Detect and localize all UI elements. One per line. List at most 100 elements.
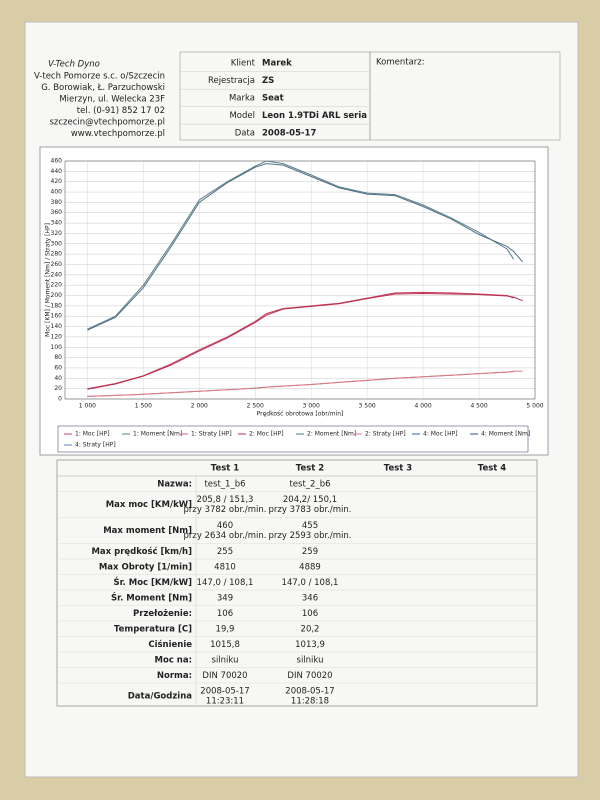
company-line: Mierzyn, ul. Welecka 23F	[59, 95, 165, 105]
cell-text: silniku	[297, 655, 324, 665]
row-label: Max prędkość [km/h]	[91, 546, 192, 557]
cell-text: 346	[302, 593, 318, 603]
cell-text: 460	[217, 521, 233, 531]
row-label: Ciśnienie	[148, 639, 192, 650]
company-line: G. Borowiak, Ł. Parzuchowski	[41, 83, 165, 93]
cell-text: 1013,9	[295, 640, 325, 650]
y-tick-label: 180	[51, 302, 63, 309]
x-tick-label: 4 000	[415, 403, 432, 410]
column-header: Test 1	[211, 464, 240, 474]
x-tick-label: 2 500	[247, 403, 264, 410]
row-label: Nazwa:	[157, 479, 192, 489]
y-tick-label: 140	[51, 323, 63, 330]
y-tick-label: 460	[51, 158, 63, 165]
cell-text: DIN 70020	[202, 671, 247, 681]
comment-box	[369, 51, 561, 141]
table-frame	[56, 459, 538, 707]
y-tick-label: 280	[51, 251, 63, 258]
row-label: Przełożenie:	[133, 609, 192, 619]
company-title: V-Tech Dyno	[48, 60, 100, 70]
cell-text: 106	[302, 609, 318, 619]
cell-text: 204,2/ 150,1	[283, 495, 337, 505]
plot-area	[64, 160, 536, 400]
legend-label: 4: Straty [HP]	[75, 442, 116, 449]
field-label: Data	[235, 129, 255, 139]
legend-label: 1: Straty [HP]	[191, 431, 232, 438]
y-tick-label: 100	[51, 344, 63, 351]
y-tick-label: 20	[54, 385, 62, 392]
x-tick-label: 3 000	[303, 403, 320, 410]
field-value: 2008-05-17	[262, 129, 316, 139]
cell-text: 11:23:11	[206, 697, 244, 707]
cell-text: przy 3783 obr./min.	[268, 505, 351, 515]
y-tick-label: 40	[54, 375, 62, 382]
row-label: Max moc [KM/kW]	[106, 500, 192, 510]
field-value: ZS	[262, 76, 274, 86]
cell-text: 349	[217, 593, 233, 603]
cell-text: 205,8 / 151,3	[197, 495, 254, 505]
x-tick-label: 1 000	[79, 403, 96, 410]
cell-text: przy 2634 obr./min.	[183, 531, 266, 541]
cell-text: 2008-05-17	[285, 687, 334, 697]
y-tick-label: 420	[51, 178, 63, 185]
row-label: Max Obroty [1/min]	[99, 562, 192, 572]
legend-label: 4: Moc [HP]	[423, 431, 458, 438]
row-label: Norma:	[157, 671, 192, 681]
cell-text: 455	[302, 521, 318, 531]
cell-text: 20,2	[301, 624, 320, 634]
y-tick-label: 320	[51, 230, 63, 237]
legend-label: 4: Moment [Nm]	[481, 431, 530, 438]
row-label: Data/Godzina	[128, 692, 193, 702]
cell-text: 4889	[299, 562, 321, 572]
cell-text: silniku	[212, 655, 239, 665]
field-label: Rejestracja	[208, 76, 255, 86]
y-tick-label: 60	[54, 364, 62, 371]
cell-text: 106	[217, 609, 233, 619]
cell-text: 11:28:18	[291, 697, 329, 707]
company-line: www.vtechpomorze.pl	[71, 129, 165, 139]
row-label: Śr. Moc [KM/kW]	[113, 576, 192, 588]
company-line: tel. (0-91) 852 17 02	[77, 106, 165, 116]
field-value: Seat	[262, 94, 284, 104]
y-tick-label: 360	[51, 209, 63, 216]
y-tick-label: 260	[51, 261, 63, 268]
cell-text: przy 2593 obr./min.	[268, 531, 351, 541]
y-tick-label: 220	[51, 282, 63, 289]
field-label: Model	[229, 111, 255, 121]
row-label: Temperatura [C]	[114, 624, 192, 634]
legend-label: 2: Straty [HP]	[365, 431, 406, 438]
y-tick-label: 200	[51, 292, 63, 299]
cell-text: 2008-05-17	[200, 687, 249, 697]
series-line	[87, 163, 523, 331]
y-tick-label: 120	[51, 333, 63, 340]
column-header: Test 3	[384, 464, 413, 474]
y-tick-label: 380	[51, 199, 63, 206]
x-tick-label: 2 000	[191, 403, 208, 410]
x-axis-label: Prędkość obrotowa [obr/min]	[257, 411, 344, 418]
column-header: Test 2	[296, 464, 325, 474]
row-label: Śr. Moment [Nm]	[111, 591, 192, 603]
cell-text: 259	[302, 547, 318, 557]
x-tick-label: 5 000	[526, 403, 543, 410]
comment-label: Komentarz:	[376, 58, 425, 68]
cell-text: 147,0 / 108,1	[282, 578, 339, 588]
field-label: Marka	[229, 94, 255, 104]
series-line	[87, 160, 515, 330]
company-line: V-tech Pomorze s.c. o/Szczecin	[34, 72, 165, 82]
legend-label: 2: Moc [HP]	[249, 431, 284, 438]
cell-text: test_2_b6	[289, 479, 330, 489]
x-tick-label: 1 500	[135, 403, 152, 410]
field-value: Marek	[262, 59, 292, 69]
x-tick-label: 4 500	[470, 403, 487, 410]
y-tick-label: 160	[51, 313, 63, 320]
column-header: Test 4	[478, 464, 507, 474]
y-tick-label: 440	[51, 168, 63, 175]
y-tick-label: 80	[54, 354, 62, 361]
cell-text: 4810	[214, 562, 236, 572]
field-label: Klient	[231, 59, 256, 69]
cell-text: 147,0 / 108,1	[197, 578, 254, 588]
cell-text: DIN 70020	[287, 671, 332, 681]
row-label: Max moment [Nm]	[103, 526, 192, 536]
y-tick-label: 0	[58, 396, 62, 403]
